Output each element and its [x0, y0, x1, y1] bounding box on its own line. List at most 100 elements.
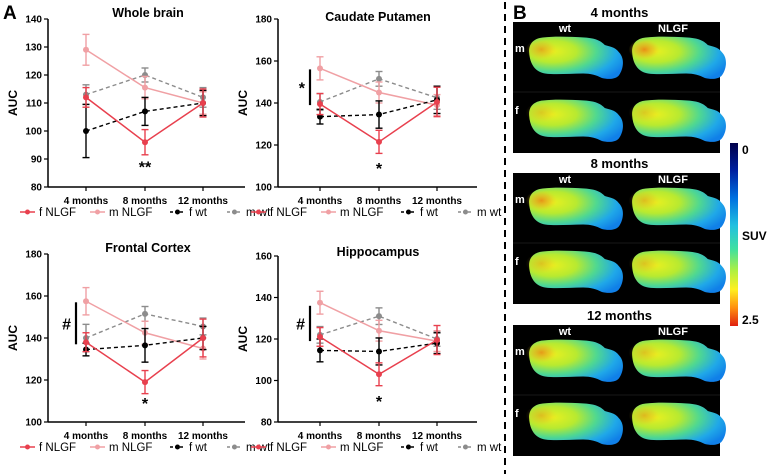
legend-swatch-marker — [256, 209, 261, 215]
brain-hot-spot — [525, 190, 558, 211]
legend-item-f-wt: f wt — [401, 442, 439, 454]
y-tick-label: 80 — [261, 418, 273, 429]
brain-hot-spot — [525, 102, 558, 123]
x-tick-label: 8 months — [123, 431, 168, 442]
legend-swatch-marker — [95, 444, 100, 450]
data-point — [142, 342, 148, 349]
y-tick-label: 180 — [255, 15, 272, 26]
data-point — [376, 348, 382, 355]
pet-row-label: f — [515, 408, 519, 420]
brain-scan — [628, 250, 726, 293]
series-f-nlgf — [316, 324, 441, 387]
brain-scan — [525, 36, 623, 79]
data-point — [376, 89, 382, 96]
colorbar: 0 SUV 2.5 — [730, 143, 767, 327]
brain-hot-spot — [628, 190, 661, 211]
y-tick-label: 100 — [25, 418, 42, 429]
legend-item-m-nlgf: m NLGF — [321, 207, 383, 219]
y-axis-label: AUC — [236, 326, 250, 352]
pet-block-title: 4 months — [591, 5, 649, 20]
legend-swatch-marker — [406, 444, 411, 450]
data-point — [200, 100, 206, 106]
x-tick-label: 8 months — [357, 196, 402, 207]
legend-item-m-wt: m wt — [227, 442, 271, 454]
pet-row-label: m — [515, 194, 525, 206]
legend-label: f wt — [420, 207, 439, 219]
significance-marker: ** — [139, 160, 152, 177]
legend-swatch-marker — [175, 209, 180, 215]
brain-scan — [525, 187, 623, 230]
brain-scan — [628, 36, 726, 79]
data-point — [434, 98, 440, 105]
data-point — [376, 371, 382, 378]
data-point — [142, 379, 148, 386]
pet-column-label: wt — [558, 326, 572, 338]
brain-scan — [525, 339, 623, 382]
brain-hot-spot — [628, 405, 661, 426]
data-point — [376, 111, 382, 118]
brain-hot-spot — [628, 39, 661, 60]
group-significance-marker: * — [299, 80, 306, 97]
legend-item-f-nlgf: f NLGF — [20, 442, 76, 454]
y-tick-label: 100 — [255, 183, 272, 194]
brain-scan — [525, 250, 623, 293]
x-tick-label: 12 months — [178, 196, 228, 207]
legend-swatch-marker — [25, 444, 30, 450]
brain-hot-spot — [525, 342, 558, 363]
data-point — [200, 335, 206, 341]
data-point — [83, 46, 89, 53]
legend-swatch-marker — [326, 209, 331, 215]
chart-title: Caudate Putamen — [325, 10, 431, 24]
legend-label: f wt — [420, 442, 439, 454]
legend-swatch-marker — [326, 444, 331, 450]
significance-marker: * — [376, 394, 383, 411]
series-f-nlgf — [82, 318, 207, 395]
brain-scan — [628, 187, 726, 230]
x-tick-label: 4 months — [64, 431, 109, 442]
x-tick-label: 12 months — [412, 196, 462, 207]
legend-label: f wt — [189, 442, 208, 454]
series-f-wt — [82, 89, 207, 159]
legend: f NLGF m NLGF f wt m wt — [20, 207, 271, 219]
data-point — [83, 94, 89, 101]
y-tick-label: 90 — [31, 155, 43, 166]
legend-swatch-marker — [232, 209, 237, 215]
legend-label: f wt — [189, 207, 208, 219]
legend-swatch-marker — [406, 209, 411, 215]
brain-scan — [628, 339, 726, 382]
pet-block-title: 8 months — [591, 156, 649, 171]
pet-row-label: f — [515, 256, 519, 268]
pet-row-label: f — [515, 105, 519, 117]
data-point — [142, 84, 148, 91]
x-tick-label: 12 months — [178, 431, 228, 442]
legend-swatch-marker — [463, 444, 468, 450]
legend: f NLGF m NLGF f wt m wt — [251, 442, 502, 454]
series-line — [85, 102, 204, 132]
panel-a-label: A — [3, 3, 17, 24]
legend-item-m-nlgf: m NLGF — [321, 442, 383, 454]
legend-label: m NLGF — [109, 207, 152, 219]
y-axis-label: AUC — [236, 90, 250, 116]
legend-swatch-marker — [463, 209, 468, 215]
significance-marker: * — [142, 396, 149, 413]
data-point — [83, 298, 89, 305]
chart-title: Hippocampus — [337, 245, 420, 259]
legend-label: m wt — [477, 207, 502, 219]
y-tick-label: 160 — [25, 292, 42, 303]
legend: f NLGF m NLGF f wt m wt — [251, 207, 502, 219]
legend-label: f NLGF — [39, 207, 76, 219]
y-tick-label: 140 — [25, 15, 42, 26]
chart-whole-brain: Whole brain 80 90 100 110 120 130 140 AUC 4 month… — [6, 6, 271, 219]
pet-column-label: NLGF — [658, 326, 688, 338]
data-point — [434, 337, 440, 344]
x-tick-label: 12 months — [412, 431, 462, 442]
chart-hippocampus: Hippocampus 80 100 120 140 160 AUC 4 months 8 mo… — [236, 245, 502, 454]
group-significance-marker: # — [296, 316, 305, 333]
chart-title: Frontal Cortex — [105, 241, 190, 255]
y-tick-label: 140 — [255, 293, 272, 304]
legend-label: m NLGF — [109, 442, 152, 454]
pet-block-12-months: 12 months wt NLGF m f — [513, 308, 726, 456]
pet-block-title: 12 months — [587, 308, 652, 323]
y-axis-label: AUC — [6, 325, 20, 351]
pet-block-8-months: 8 months wt NLGF m f — [513, 156, 726, 304]
